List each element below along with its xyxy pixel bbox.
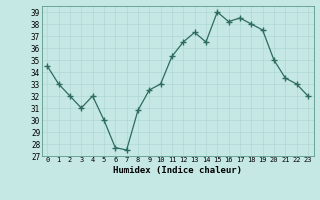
X-axis label: Humidex (Indice chaleur): Humidex (Indice chaleur) <box>113 166 242 175</box>
